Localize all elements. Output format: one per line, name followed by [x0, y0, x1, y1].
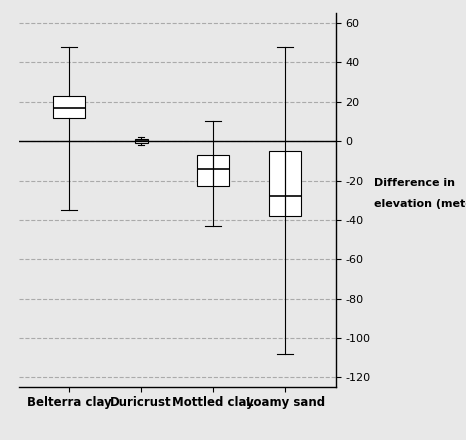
PathPatch shape [53, 96, 85, 117]
Text: Difference in: Difference in [374, 178, 454, 188]
PathPatch shape [135, 139, 148, 143]
PathPatch shape [269, 151, 302, 216]
Text: elevation (meters): elevation (meters) [374, 199, 466, 209]
PathPatch shape [197, 155, 229, 187]
